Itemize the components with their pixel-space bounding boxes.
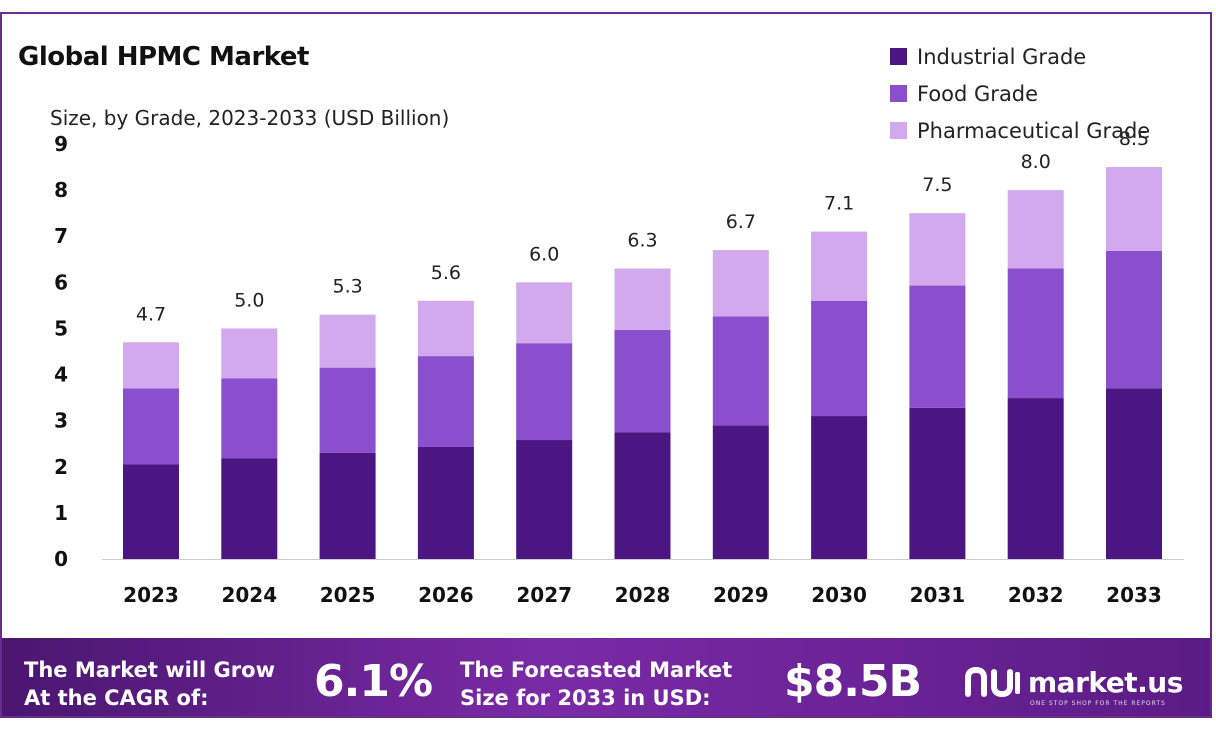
bar-chart: 0 1 2 3 4 5 6 7 8 9 4.7 2023 5.0 2024 5.3 2025 5.6 2026 6.…: [54, 128, 1184, 607]
y-tick-label-6: 6: [54, 270, 68, 294]
legend-swatch-food: [890, 85, 907, 102]
bar-2027-series-1: [516, 343, 573, 441]
cagr-label-line1: The Market will Grow: [24, 658, 275, 682]
total-label-2027: 6.0: [529, 243, 559, 265]
bar-2024-series-0: [221, 458, 278, 559]
total-label-2024: 5.0: [234, 289, 264, 311]
x-tick-label-2023: 2023: [123, 583, 179, 607]
total-label-2026: 5.6: [431, 262, 461, 284]
bar-2029-series-2: [712, 250, 769, 317]
x-tick-label-2024: 2024: [221, 583, 277, 607]
y-tick-label-7: 7: [54, 224, 68, 248]
x-tick-label-2031: 2031: [910, 583, 966, 607]
x-tick-label-2033: 2033: [1106, 583, 1162, 607]
total-label-2032: 8.0: [1021, 151, 1051, 173]
bar-2028-series-0: [614, 432, 671, 559]
bar-2032-series-1: [1007, 268, 1064, 399]
total-label-2033: 8.5: [1119, 128, 1149, 150]
bar-2028-series-1: [614, 329, 671, 433]
cagr-value: 6.1%: [314, 656, 433, 707]
bar-2023-series-1: [123, 388, 179, 465]
total-label-2029: 6.7: [726, 211, 756, 233]
market-us-logo-icon: [965, 666, 1020, 698]
bar-2026-series-2: [417, 300, 474, 357]
y-tick-label-4: 4: [54, 363, 68, 387]
market-us-logo: market.us: [964, 664, 1183, 700]
bar-2023-series-2: [123, 342, 179, 389]
legend-label-food: Food Grade: [917, 81, 1039, 106]
total-label-2023: 4.7: [136, 303, 166, 325]
bar-2025-series-1: [319, 367, 376, 453]
legend-label-pharmaceutical: Pharmaceutical Grade: [917, 118, 1151, 143]
bar-2030-series-0: [811, 416, 868, 559]
bar-2023-series-0: [123, 464, 179, 559]
x-tick-label-2029: 2029: [713, 583, 769, 607]
bar-2029-series-0: [712, 425, 769, 559]
bar-2030-series-2: [811, 231, 868, 301]
total-label-2025: 5.3: [332, 276, 362, 298]
legend-item-pharmaceutical: Pharmaceutical Grade: [890, 112, 1150, 149]
chart-subtitle: Size, by Grade, 2023-2033 (USD Billion): [50, 106, 450, 130]
total-label-2030: 7.1: [824, 193, 854, 215]
bar-2031-series-0: [909, 407, 966, 559]
bar-2031-series-2: [909, 213, 966, 286]
forecast-label-line1: The Forecasted Market: [460, 658, 733, 682]
bar-2027-series-0: [516, 440, 573, 559]
legend-swatch-industrial: [890, 48, 907, 65]
total-label-2028: 6.3: [627, 230, 657, 252]
summary-banner: The Market will Grow At the CAGR of: 6.1…: [2, 638, 1210, 716]
y-tick-label-9: 9: [54, 132, 68, 156]
cagr-label: The Market will Grow At the CAGR of:: [24, 656, 275, 712]
bar-2032-series-2: [1007, 190, 1064, 269]
bar-2024-series-1: [221, 378, 278, 459]
x-tick-label-2028: 2028: [615, 583, 671, 607]
x-tick-label-2027: 2027: [516, 583, 572, 607]
forecast-value: $8.5B: [784, 656, 922, 707]
forecast-label-line2: Size for 2033 in USD:: [460, 686, 711, 710]
bar-2025-series-0: [319, 452, 376, 559]
bar-2026-series-1: [417, 356, 474, 447]
y-tick-label-2: 2: [54, 455, 68, 479]
legend-item-industrial: Industrial Grade: [890, 38, 1150, 75]
bar-2024-series-2: [221, 328, 278, 379]
y-tick-label-0: 0: [54, 547, 68, 571]
legend-swatch-pharmaceutical: [890, 122, 907, 139]
bar-2027-series-2: [516, 282, 573, 344]
x-tick-label-2032: 2032: [1008, 583, 1064, 607]
x-tick-label-2025: 2025: [320, 583, 376, 607]
bar-2033-series-0: [1106, 388, 1162, 559]
chart-frame: Global HPMC Market Size, by Grade, 2023-…: [0, 12, 1212, 718]
logo-tagline: ONE STOP SHOP FOR THE REPORTS: [1030, 700, 1166, 707]
bar-2029-series-1: [712, 316, 769, 426]
bar-2025-series-2: [319, 314, 376, 368]
total-label-2031: 7.5: [922, 174, 952, 196]
y-tick-label-1: 1: [54, 501, 68, 525]
bar-2033-series-2: [1106, 167, 1162, 251]
bar-2033-series-1: [1106, 250, 1162, 389]
cagr-label-line2: At the CAGR of:: [24, 686, 209, 710]
y-tick-label-3: 3: [54, 409, 68, 433]
legend-label-industrial: Industrial Grade: [917, 44, 1087, 69]
bar-2026-series-0: [417, 446, 474, 559]
logo-name: market.us: [1028, 665, 1183, 699]
forecast-label: The Forecasted Market Size for 2033 in U…: [460, 656, 732, 712]
y-tick-label-5: 5: [54, 316, 68, 340]
y-tick-label-8: 8: [54, 178, 68, 202]
x-tick-label-2026: 2026: [418, 583, 474, 607]
bar-2030-series-1: [811, 300, 868, 417]
legend-item-food: Food Grade: [890, 75, 1150, 112]
chart-legend: Industrial Grade Food Grade Pharmaceutic…: [890, 38, 1150, 149]
chart-title: Global HPMC Market: [18, 42, 309, 72]
x-tick-label-2030: 2030: [811, 583, 867, 607]
bar-2031-series-1: [909, 285, 966, 408]
bar-2028-series-2: [614, 268, 671, 330]
bar-2032-series-0: [1007, 398, 1064, 559]
